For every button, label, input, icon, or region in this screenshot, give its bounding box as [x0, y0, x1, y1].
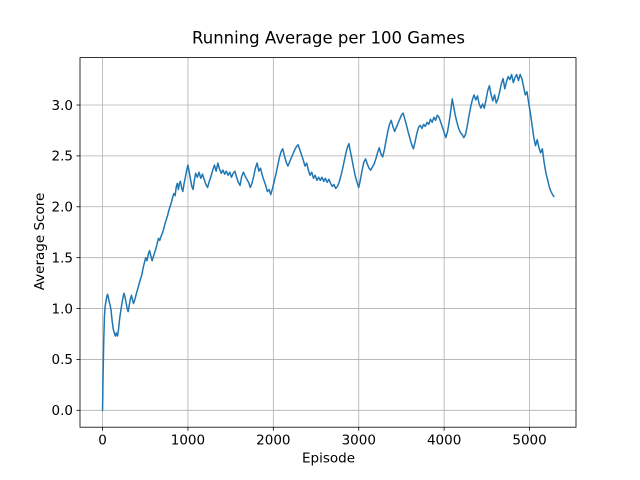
x-tick-label: 3000: [342, 433, 376, 449]
axis-ticks: [76, 104, 530, 431]
y-tick-label: 1.0: [52, 301, 73, 317]
y-tick-label: 0.5: [52, 352, 73, 368]
y-axis-label: Average Score: [32, 193, 48, 291]
x-tick-label: 1000: [171, 433, 205, 449]
axes-frame: [79, 57, 577, 428]
x-tick-label: 5000: [512, 433, 546, 449]
x-tick-label: 2000: [256, 433, 290, 449]
grid-lines: [80, 57, 576, 428]
x-tick-label: 4000: [427, 433, 461, 449]
x-axis-label: Episode: [302, 451, 355, 467]
y-tick-label: 0.0: [52, 403, 73, 419]
y-tick-label: 3.0: [52, 98, 73, 114]
x-tick-label: 0: [98, 433, 107, 449]
y-tick-label: 1.5: [52, 250, 73, 266]
y-tick-label: 2.5: [52, 149, 73, 165]
chart-title: Running Average per 100 Games: [192, 29, 465, 48]
y-tick-label: 2.0: [52, 200, 73, 216]
running-average-line: [101, 73, 555, 412]
tick-labels: 0 1000 2000 3000 4000 5000 0.0 0.5 1.0 1.5 2.0 2.5 3…: [52, 98, 547, 449]
